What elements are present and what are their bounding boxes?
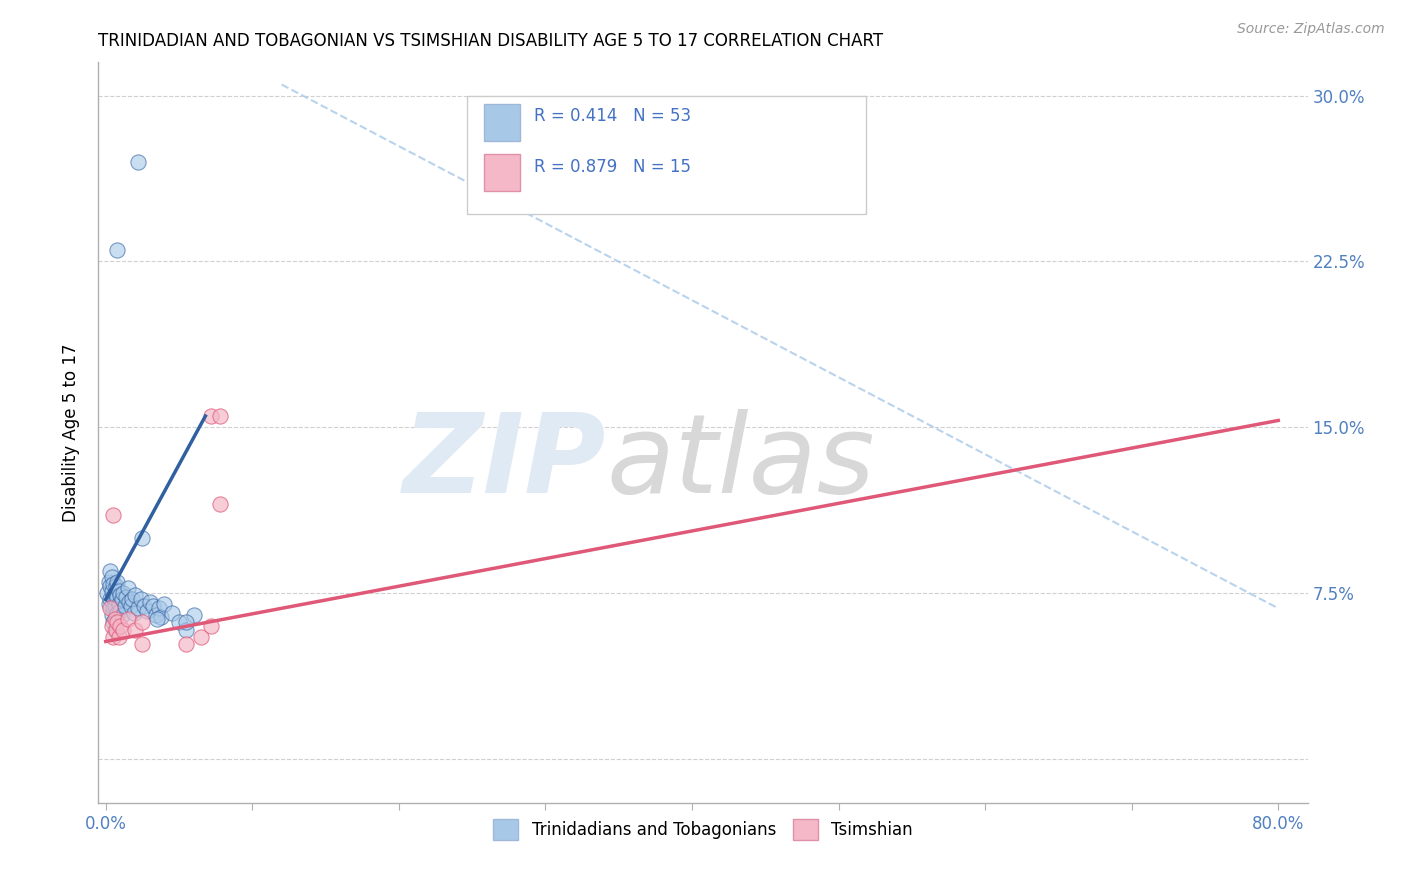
Point (98, 579, 121, 593)
Point (135, 603, 157, 617)
Point (101, 508, 124, 523)
Point (108, 630, 131, 644)
Point (97, 574, 120, 589)
Point (160, 606, 183, 620)
Point (167, 615, 190, 629)
Point (98, 564, 121, 578)
Point (107, 591, 129, 605)
Point (111, 592, 134, 607)
Point (108, 583, 131, 598)
Point (142, 599, 165, 613)
Point (190, 630, 212, 644)
Point (124, 588, 146, 602)
Text: atlas: atlas (606, 409, 875, 516)
Point (132, 599, 155, 613)
Point (103, 586, 125, 600)
Point (110, 603, 132, 617)
Point (107, 574, 129, 589)
Y-axis label: Disability Age 5 to 17: Disability Age 5 to 17 (62, 343, 80, 522)
Point (105, 607, 128, 622)
Point (107, 615, 129, 629)
Point (101, 591, 124, 605)
Point (111, 607, 134, 622)
Point (101, 615, 124, 629)
Point (131, 531, 153, 545)
Point (100, 607, 122, 622)
Point (200, 619, 222, 633)
Point (129, 592, 152, 607)
Point (131, 637, 153, 651)
Point (105, 624, 128, 638)
Point (103, 612, 125, 626)
Point (131, 615, 153, 629)
Point (110, 619, 132, 633)
Point (118, 595, 141, 609)
Point (176, 624, 198, 638)
Point (108, 597, 131, 611)
Point (107, 606, 129, 620)
FancyBboxPatch shape (467, 95, 866, 214)
Point (110, 588, 132, 602)
Point (105, 592, 128, 607)
Point (145, 607, 167, 622)
Legend: Trinidadians and Tobagonians, Tsimshian: Trinidadians and Tobagonians, Tsimshian (486, 813, 920, 847)
Point (176, 637, 198, 651)
Point (107, 244, 129, 258)
Point (114, 599, 136, 613)
Point (96, 586, 118, 600)
Point (117, 612, 139, 626)
Text: R = 0.879   N = 15: R = 0.879 N = 15 (534, 158, 690, 176)
Point (98, 592, 121, 607)
Point (120, 599, 142, 613)
Point (103, 624, 125, 638)
Point (112, 586, 135, 600)
Point (183, 607, 205, 622)
Point (121, 592, 143, 607)
FancyBboxPatch shape (484, 154, 520, 191)
Point (209, 409, 232, 423)
Point (98, 601, 121, 615)
Point (115, 591, 138, 605)
Point (122, 606, 145, 620)
Point (103, 599, 125, 613)
Point (101, 630, 124, 644)
Point (112, 624, 135, 638)
Text: TRINIDADIAN AND TOBAGONIAN VS TSIMSHIAN DISABILITY AGE 5 TO 17 CORRELATION CHART: TRINIDADIAN AND TOBAGONIAN VS TSIMSHIAN … (98, 32, 883, 50)
Text: Source: ZipAtlas.com: Source: ZipAtlas.com (1237, 22, 1385, 37)
Text: ZIP: ZIP (402, 409, 606, 516)
FancyBboxPatch shape (484, 103, 520, 141)
Point (100, 583, 122, 598)
Point (101, 577, 124, 591)
Point (209, 498, 232, 512)
Point (138, 595, 160, 609)
Point (101, 601, 124, 615)
Point (127, 154, 149, 169)
Point (117, 582, 139, 596)
Point (200, 409, 222, 423)
Point (127, 601, 149, 615)
Point (146, 612, 169, 626)
Point (97, 597, 120, 611)
Point (150, 610, 173, 624)
Point (105, 579, 128, 593)
Text: R = 0.414   N = 53: R = 0.414 N = 53 (534, 108, 690, 126)
Point (153, 597, 176, 611)
Point (100, 570, 122, 584)
Point (100, 619, 122, 633)
Point (176, 615, 198, 629)
Point (148, 601, 170, 615)
Point (124, 624, 146, 638)
